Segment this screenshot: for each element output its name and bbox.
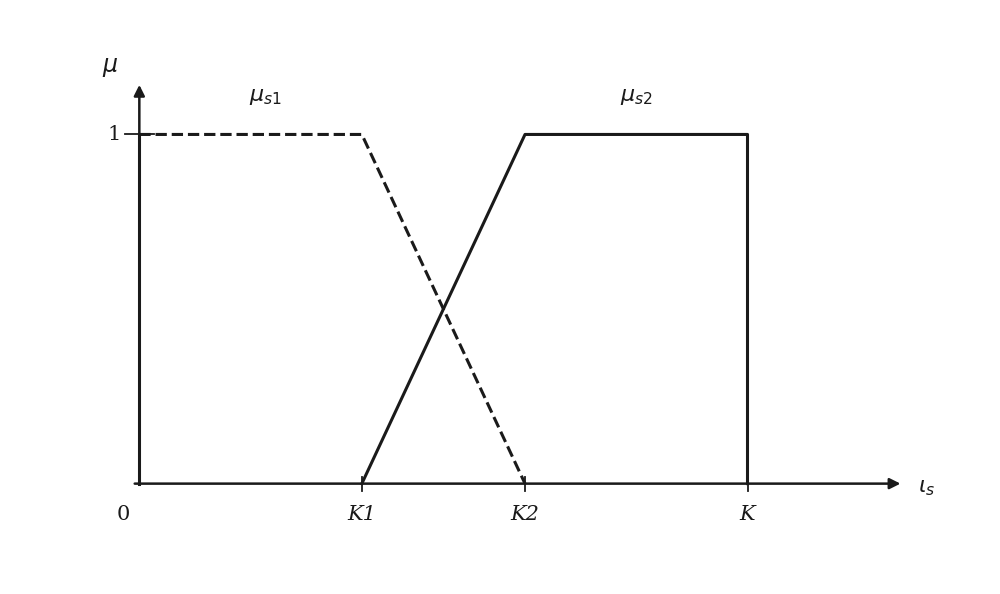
Text: 0: 0 (117, 504, 130, 523)
Text: 1: 1 (107, 125, 121, 144)
Text: K1: K1 (347, 504, 376, 523)
Text: $\mu$: $\mu$ (102, 56, 118, 78)
Text: $\iota_s$: $\iota_s$ (918, 476, 935, 498)
Text: K: K (740, 504, 755, 523)
Text: K2: K2 (511, 504, 539, 523)
Text: $\mu_{s2}$: $\mu_{s2}$ (620, 84, 653, 106)
Text: $\mu_{s1}$: $\mu_{s1}$ (249, 84, 282, 106)
